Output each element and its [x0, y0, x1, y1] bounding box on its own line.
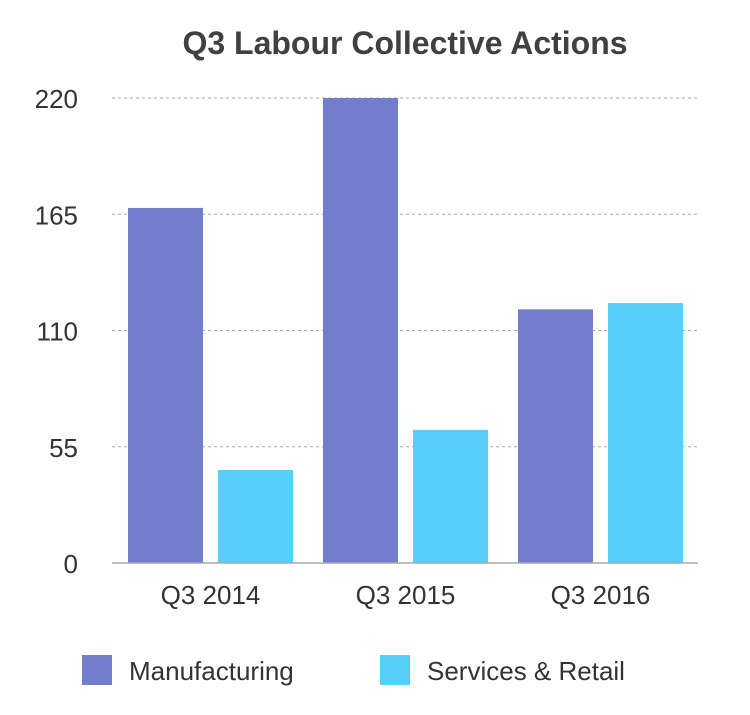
x-axis-ticks: Q3 2014 Q3 2015 Q3 2016 — [161, 580, 651, 610]
y-tick-label: 110 — [37, 317, 78, 347]
bar-services-retail-0 — [218, 470, 293, 563]
y-tick-label: 165 — [35, 200, 78, 230]
x-tick-label: Q3 2015 — [356, 580, 456, 610]
y-tick-label: 55 — [49, 433, 78, 463]
y-tick-label: 0 — [64, 549, 78, 579]
x-tick-label: Q3 2014 — [161, 580, 261, 610]
bar-services-retail-2 — [608, 303, 683, 563]
bar-manufacturing-2 — [518, 309, 593, 563]
y-axis-ticks: 0 55 110 165 220 — [35, 84, 78, 579]
gridlines — [112, 97, 698, 448]
legend: Manufacturing Services & Retail — [82, 655, 625, 686]
x-tick-label: Q3 2016 — [551, 580, 651, 610]
legend-label: Services & Retail — [427, 656, 625, 686]
bar-manufacturing-1 — [323, 98, 398, 563]
chart-title: Q3 Labour Collective Actions — [182, 25, 627, 61]
bar-services-retail-1 — [413, 429, 488, 563]
legend-swatch — [82, 655, 112, 685]
legend-swatch — [380, 655, 410, 685]
legend-label: Manufacturing — [129, 656, 294, 686]
bar-manufacturing-0 — [128, 207, 203, 563]
y-tick-label: 220 — [35, 84, 78, 114]
bars — [128, 98, 683, 563]
